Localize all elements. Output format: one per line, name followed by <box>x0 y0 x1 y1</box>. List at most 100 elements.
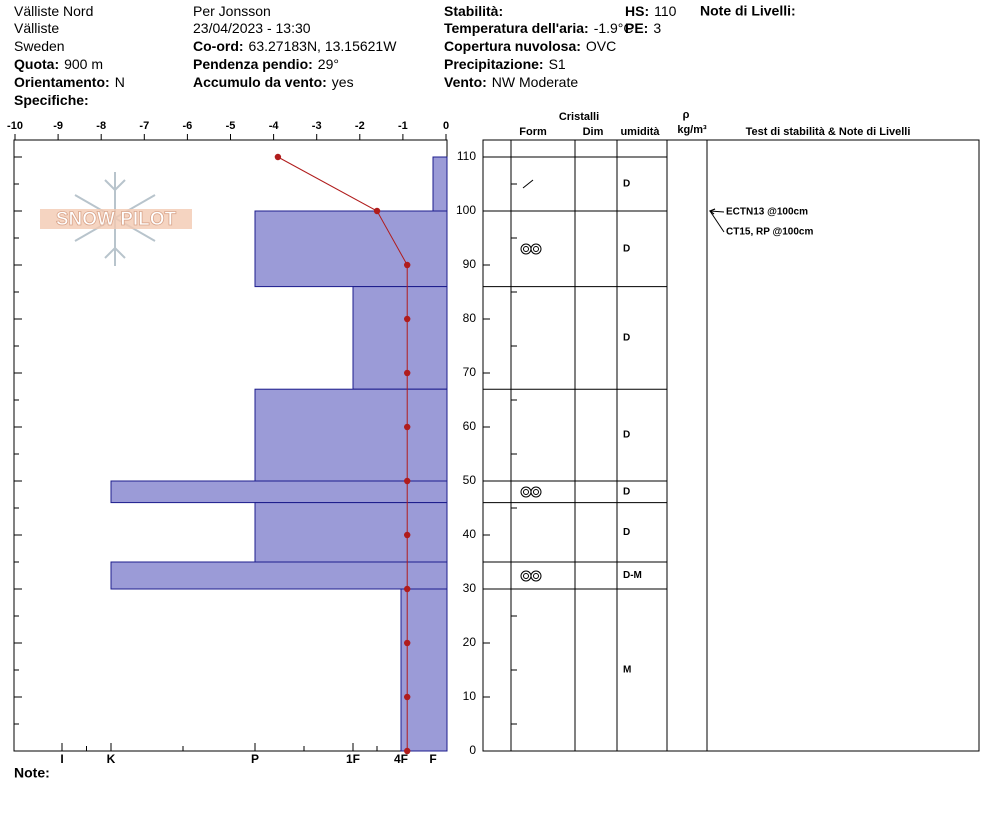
temperature-point <box>404 315 411 323</box>
rho-header: ρ <box>683 109 690 121</box>
field-label: Temperatura dell'aria: <box>444 20 589 36</box>
x-tick-label: -5 <box>226 120 236 132</box>
table-y-tick-label: 30 <box>463 581 477 595</box>
hardness-bar <box>254 388 448 482</box>
hardness-bar <box>400 588 448 752</box>
temperature-point <box>404 585 411 593</box>
hardness-label: I <box>60 752 63 766</box>
test-label: ECTN13 @100cm <box>726 207 808 218</box>
table-y-tick-label: 40 <box>463 527 477 541</box>
table-frame <box>482 139 980 752</box>
field-label: Stabilità: <box>444 3 503 19</box>
test-label: CT15, RP @100cm <box>726 227 813 238</box>
hardness-bar <box>254 502 448 563</box>
arrow-head <box>708 208 716 215</box>
form-header: Form <box>519 126 547 138</box>
field-value: Sweden <box>14 38 65 54</box>
field-value: OVC <box>586 38 616 54</box>
grain-icons <box>520 179 542 582</box>
table-y-tick-label: 100 <box>456 203 476 217</box>
table-y-tick-label: 90 <box>463 257 477 271</box>
x-tick-label: -3 <box>312 120 322 132</box>
field-value: -1.9°C <box>594 20 634 36</box>
field-label: Pendenza pendio: <box>193 56 313 72</box>
field-value: NW Moderate <box>492 74 579 90</box>
field-value: 900 m <box>64 56 103 72</box>
moisture: D <box>623 527 630 538</box>
hs-field: HS: 110 <box>625 3 677 19</box>
hardness-label: K <box>107 752 116 766</box>
density-unit: kg/m³ <box>677 124 707 136</box>
field-value: Per Jonsson <box>193 3 271 19</box>
header-field: Accumulo da vento: yes <box>193 74 354 90</box>
field-label: Copertura nuvolosa: <box>444 38 581 54</box>
header-field: Pendenza pendio: 29° <box>193 56 339 72</box>
temperature-point <box>404 531 411 539</box>
hardness-bar <box>110 561 448 590</box>
dim-header: Dim <box>583 126 604 138</box>
field-label: Vento: <box>444 74 487 90</box>
moisture: D <box>623 179 630 190</box>
field-label: Specifiche: <box>14 92 89 108</box>
table-y-tick-label: 80 <box>463 311 477 325</box>
x-tick-label: -8 <box>96 120 106 132</box>
temperature-point <box>404 747 411 755</box>
moisture: D <box>623 243 630 254</box>
header-field: Co-ord: 63.27183N, 13.15621W <box>193 38 397 54</box>
moisture-header: umidità <box>620 126 660 138</box>
logo-band <box>40 209 192 229</box>
field-value: yes <box>332 74 354 90</box>
temperature-point <box>404 369 411 377</box>
field-value: 63.27183N, 13.15621W <box>249 38 398 54</box>
temperature-point <box>373 207 381 215</box>
field-value: 3 <box>653 20 661 36</box>
table-y-tick-label: 0 <box>469 743 476 757</box>
x-tick-label: -2 <box>355 120 365 132</box>
x-tick-label: 0 <box>443 120 449 132</box>
hardness-bar <box>110 480 448 504</box>
temperature-point <box>404 261 411 269</box>
moisture: D <box>623 430 630 441</box>
moisture: D <box>623 333 630 344</box>
temperature-line <box>277 156 408 751</box>
header-field: Temperatura dell'aria: -1.9°C <box>444 20 634 36</box>
field-label: Quota: <box>14 56 59 72</box>
notes-title: Note di Livelli: <box>700 3 796 19</box>
x-tick-label: -4 <box>269 120 280 132</box>
header-field: Specifiche: <box>14 92 89 108</box>
x-tick-label: -7 <box>139 120 149 132</box>
temperature-point <box>404 477 411 485</box>
header-field: Precipitazione: S1 <box>444 56 566 72</box>
hardness-bar <box>432 156 448 212</box>
header-field: Vento: NW Moderate <box>444 74 578 90</box>
field-label: Co-ord: <box>193 38 244 54</box>
header-field: Stabilità: <box>444 3 503 19</box>
moisture: M <box>623 665 631 676</box>
moisture: D <box>623 486 630 497</box>
x-tick-label: -9 <box>53 120 63 132</box>
hardness-bar <box>254 210 448 288</box>
hardness-label: P <box>251 752 259 766</box>
hardness-label: 4F <box>394 752 408 766</box>
temperature-point <box>274 153 282 161</box>
logo-text: SNOW PILOT <box>56 209 177 230</box>
field-value: Välliste <box>14 20 59 36</box>
x-tick-label: -6 <box>183 120 193 132</box>
header-field: Per Jonsson <box>193 3 271 19</box>
table-columns <box>510 140 708 751</box>
crystals-header: Cristalli <box>559 111 599 123</box>
temperature-point <box>404 693 411 701</box>
temperature-point <box>404 423 411 431</box>
header-field: Sweden <box>14 38 65 54</box>
field-value: 23/04/2023 - 13:30 <box>193 20 311 36</box>
field-value: 110 <box>654 3 677 19</box>
field-value: S1 <box>549 56 566 72</box>
x-tick-label: -1 <box>398 120 408 132</box>
test-arrow <box>709 210 725 233</box>
hardness-bar <box>352 286 448 390</box>
field-value: N <box>115 74 125 90</box>
field-value: Välliste Nord <box>14 3 93 19</box>
moisture: D-M <box>623 570 642 581</box>
field-label: Accumulo da vento: <box>193 74 327 90</box>
